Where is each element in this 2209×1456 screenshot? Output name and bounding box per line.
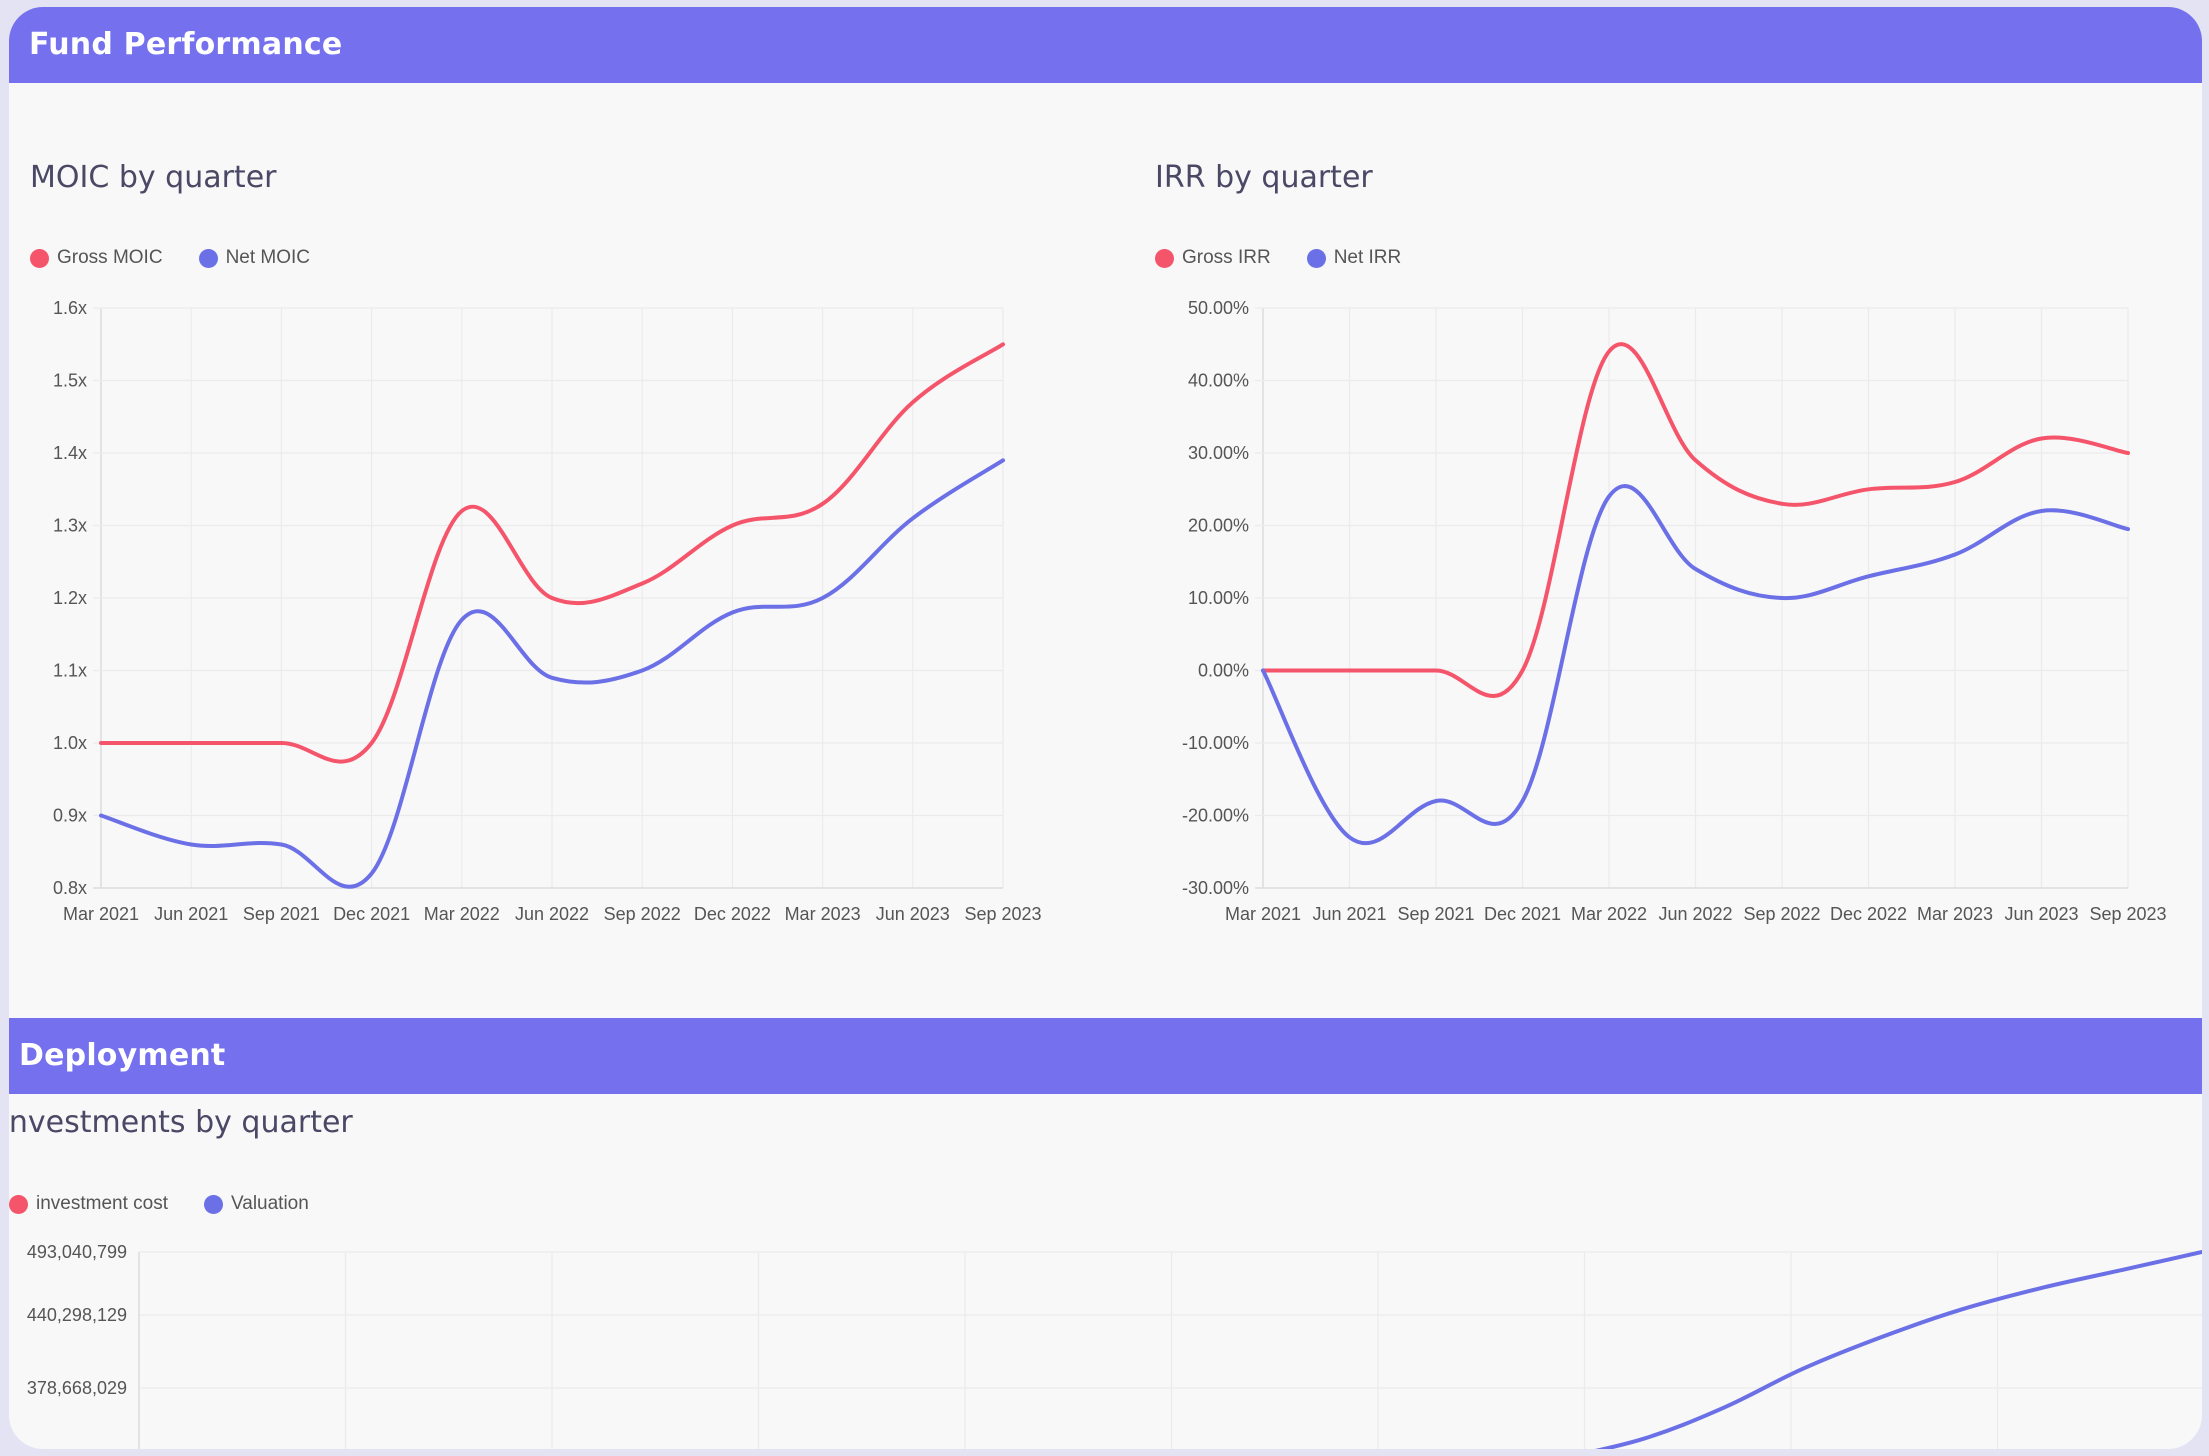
irr-y-tick-label: 0.00% <box>1198 661 1249 681</box>
deployment-header: Deployment <box>9 1018 2202 1094</box>
moic-y-tick-label: 1.3x <box>53 516 87 536</box>
irr-x-tick-label: Mar 2021 <box>1225 904 1301 924</box>
moic-x-tick-label: Sep 2022 <box>604 904 681 924</box>
irr-x-tick-label: Mar 2023 <box>1917 904 1993 924</box>
irr-y-tick-label: 40.00% <box>1188 371 1249 391</box>
irr-legend: Gross IRR Net IRR <box>1155 247 1437 269</box>
irr-x-tick-label: Jun 2022 <box>1658 904 1732 924</box>
moic-x-tick-label: Mar 2021 <box>63 904 139 924</box>
irr-x-tick-label: Sep 2021 <box>1397 904 1474 924</box>
moic-x-tick-label: Mar 2023 <box>785 904 861 924</box>
moic-y-tick-label: 1.0x <box>53 733 87 753</box>
gross-irr-dot <box>1155 248 1174 268</box>
gross-moic-label: Gross MOIC <box>57 247 163 268</box>
irr-x-tick-label: Sep 2023 <box>2089 904 2166 924</box>
moic-y-tick-label: 0.8x <box>53 878 87 898</box>
investments-y-tick-label: 378,668,029 <box>27 1378 127 1398</box>
gross-irr-label: Gross IRR <box>1182 247 1271 268</box>
moic-x-tick-label: Mar 2022 <box>424 904 500 924</box>
valuation-label: Valuation <box>231 1193 309 1214</box>
irr-y-tick-label: -20.00% <box>1182 806 1249 826</box>
legend-investment-cost[interactable]: investment cost <box>9 1193 168 1215</box>
irr-x-tick-label: Jun 2021 <box>1312 904 1386 924</box>
investment-cost-dot <box>9 1194 28 1214</box>
moic-y-tick-label: 1.5x <box>53 371 87 391</box>
investments-y-tick-label: 440,298,129 <box>27 1305 127 1325</box>
net-irr-dot <box>1306 248 1326 268</box>
moic-x-tick-label: Jun 2021 <box>154 904 228 924</box>
gross-moic-dot <box>30 248 49 268</box>
legend-gross-irr[interactable]: Gross IRR <box>1155 247 1271 269</box>
irr-y-tick-label: 10.00% <box>1188 588 1249 608</box>
net-moic-dot <box>198 248 218 268</box>
investments-legend: investment cost Valuation <box>9 1193 345 1215</box>
investments-chart: 378,668,029 440,298,129 493,040,799 <box>27 1242 2202 1449</box>
moic-y-tick-label: 1.6x <box>53 298 87 318</box>
dashboard-frame: Fund Performance MOIC by quarter Gross M… <box>9 7 2202 1449</box>
irr-chart-title: IRR by quarter <box>1155 160 1373 195</box>
moic-x-tick-label: Jun 2023 <box>876 904 950 924</box>
moic-chart-title: MOIC by quarter <box>30 160 277 195</box>
irr-y-tick-label: -30.00% <box>1182 878 1249 898</box>
irr-x-tick-label: Jun 2023 <box>2004 904 2078 924</box>
legend-gross-moic[interactable]: Gross MOIC <box>30 247 163 269</box>
irr-x-tick-label: Dec 2022 <box>1830 904 1907 924</box>
moic-y-tick-label: 0.9x <box>53 806 87 826</box>
legend-valuation[interactable]: Valuation <box>204 1193 309 1215</box>
investments-series-line-valuation <box>1595 1250 2202 1449</box>
moic-x-tick-label: Dec 2021 <box>333 904 410 924</box>
irr-x-tick-label: Mar 2022 <box>1571 904 1647 924</box>
investments-y-tick-label: 493,040,799 <box>27 1242 127 1262</box>
net-irr-label: Net IRR <box>1333 247 1402 268</box>
irr-y-tick-label: 30.00% <box>1188 443 1249 463</box>
net-moic-label: Net MOIC <box>225 247 311 268</box>
moic-chart: Mar 2021 Jun 2021 Sep 2021 Dec 2021 Mar 2022… <box>53 298 1042 924</box>
legend-net-irr[interactable]: Net IRR <box>1306 247 1402 269</box>
irr-y-tick-label: -10.00% <box>1182 733 1249 753</box>
investment-cost-label: investment cost <box>36 1193 168 1214</box>
investments-chart-title: Investments by quarter <box>9 1105 353 1140</box>
fund-performance-title: Fund Performance <box>29 27 343 62</box>
irr-y-tick-label: 20.00% <box>1188 516 1249 536</box>
moic-y-tick-label: 1.1x <box>53 661 87 681</box>
moic-y-tick-label: 1.2x <box>53 588 87 608</box>
fund-performance-header: Fund Performance <box>9 7 2202 83</box>
moic-x-tick-label: Dec 2022 <box>694 904 771 924</box>
legend-net-moic[interactable]: Net MOIC <box>198 247 311 269</box>
irr-x-tick-label: Dec 2021 <box>1484 904 1561 924</box>
irr-series-line-net <box>1261 484 2130 846</box>
moic-x-tick-label: Jun 2022 <box>515 904 589 924</box>
moic-x-tick-label: Sep 2023 <box>964 904 1041 924</box>
irr-chart: Mar 2021 Jun 2021 Sep 2021 Dec 2021 Mar 2022… <box>1182 298 2167 924</box>
moic-legend: Gross MOIC Net MOIC <box>30 247 346 269</box>
moic-y-tick-label: 1.4x <box>53 443 87 463</box>
irr-x-tick-label: Sep 2022 <box>1743 904 1820 924</box>
valuation-dot <box>204 1194 223 1214</box>
irr-y-tick-label: 50.00% <box>1188 298 1249 318</box>
deployment-title: Deployment <box>19 1038 226 1073</box>
moic-x-tick-label: Sep 2021 <box>243 904 320 924</box>
